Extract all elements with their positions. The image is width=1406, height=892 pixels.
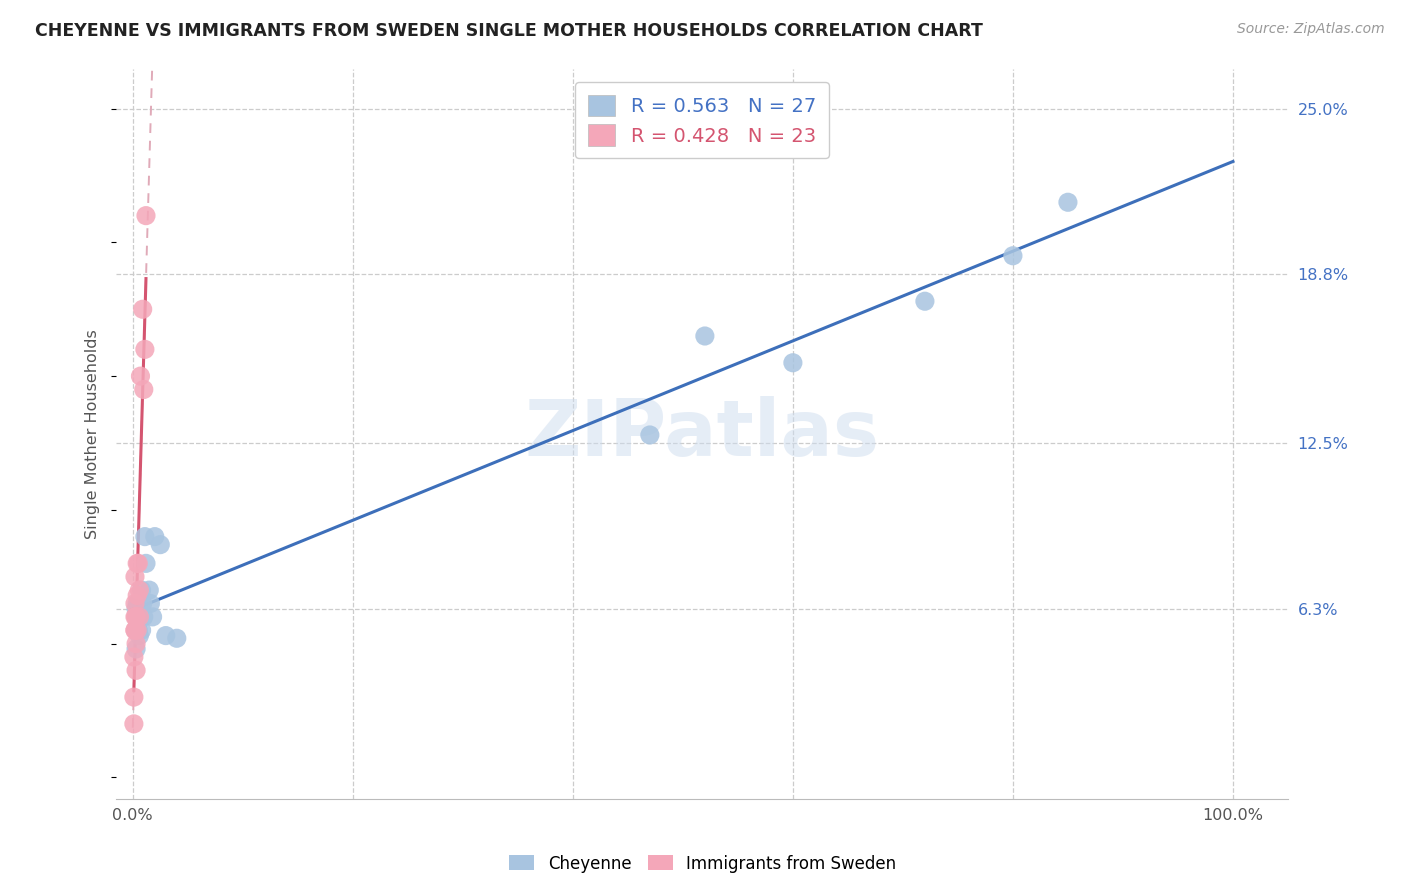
Point	[131, 583, 153, 598]
Point	[122, 717, 145, 731]
Point	[166, 632, 188, 646]
Point	[1057, 195, 1080, 210]
Point	[124, 610, 146, 624]
Point	[134, 530, 156, 544]
Point	[131, 624, 153, 638]
Point	[124, 624, 146, 638]
Point	[135, 557, 157, 571]
Point	[914, 294, 936, 309]
Y-axis label: Single Mother Households: Single Mother Households	[86, 329, 100, 539]
Point	[131, 597, 153, 611]
Point	[129, 369, 152, 384]
Point	[124, 570, 146, 584]
Point	[131, 302, 153, 317]
Point	[124, 597, 146, 611]
Point	[132, 610, 155, 624]
Point	[127, 589, 149, 603]
Point	[128, 583, 150, 598]
Point	[142, 610, 165, 624]
Text: ZIPatlas: ZIPatlas	[524, 396, 880, 472]
Point	[782, 356, 804, 370]
Point	[122, 690, 145, 705]
Point	[127, 597, 149, 611]
Point	[143, 530, 166, 544]
Point	[139, 597, 162, 611]
Point	[638, 428, 661, 442]
Point	[138, 583, 160, 598]
Point	[125, 624, 148, 638]
Point	[125, 610, 148, 624]
Point	[125, 602, 148, 616]
Legend: R = 0.563   N = 27, R = 0.428   N = 23: R = 0.563 N = 27, R = 0.428 N = 23	[575, 82, 828, 158]
Point	[132, 383, 155, 397]
Point	[125, 637, 148, 651]
Point	[127, 557, 149, 571]
Point	[122, 650, 145, 665]
Point	[127, 610, 149, 624]
Point	[125, 610, 148, 624]
Point	[135, 209, 157, 223]
Point	[125, 642, 148, 657]
Point	[127, 624, 149, 638]
Point	[693, 329, 716, 343]
Point	[134, 343, 156, 357]
Text: Source: ZipAtlas.com: Source: ZipAtlas.com	[1237, 22, 1385, 37]
Legend: Cheyenne, Immigrants from Sweden: Cheyenne, Immigrants from Sweden	[503, 848, 903, 880]
Point	[127, 557, 149, 571]
Point	[128, 629, 150, 643]
Point	[129, 597, 152, 611]
Text: CHEYENNE VS IMMIGRANTS FROM SWEDEN SINGLE MOTHER HOUSEHOLDS CORRELATION CHART: CHEYENNE VS IMMIGRANTS FROM SWEDEN SINGL…	[35, 22, 983, 40]
Point	[149, 538, 172, 552]
Point	[128, 610, 150, 624]
Point	[124, 624, 146, 638]
Point	[125, 664, 148, 678]
Point	[1001, 249, 1024, 263]
Point	[155, 629, 177, 643]
Point	[127, 624, 149, 638]
